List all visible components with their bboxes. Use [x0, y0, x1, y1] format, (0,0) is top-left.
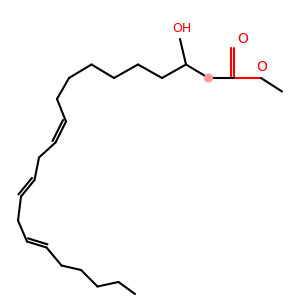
Text: O: O [237, 32, 248, 46]
Circle shape [205, 74, 212, 82]
Text: O: O [256, 60, 267, 74]
Text: OH: OH [172, 22, 191, 35]
